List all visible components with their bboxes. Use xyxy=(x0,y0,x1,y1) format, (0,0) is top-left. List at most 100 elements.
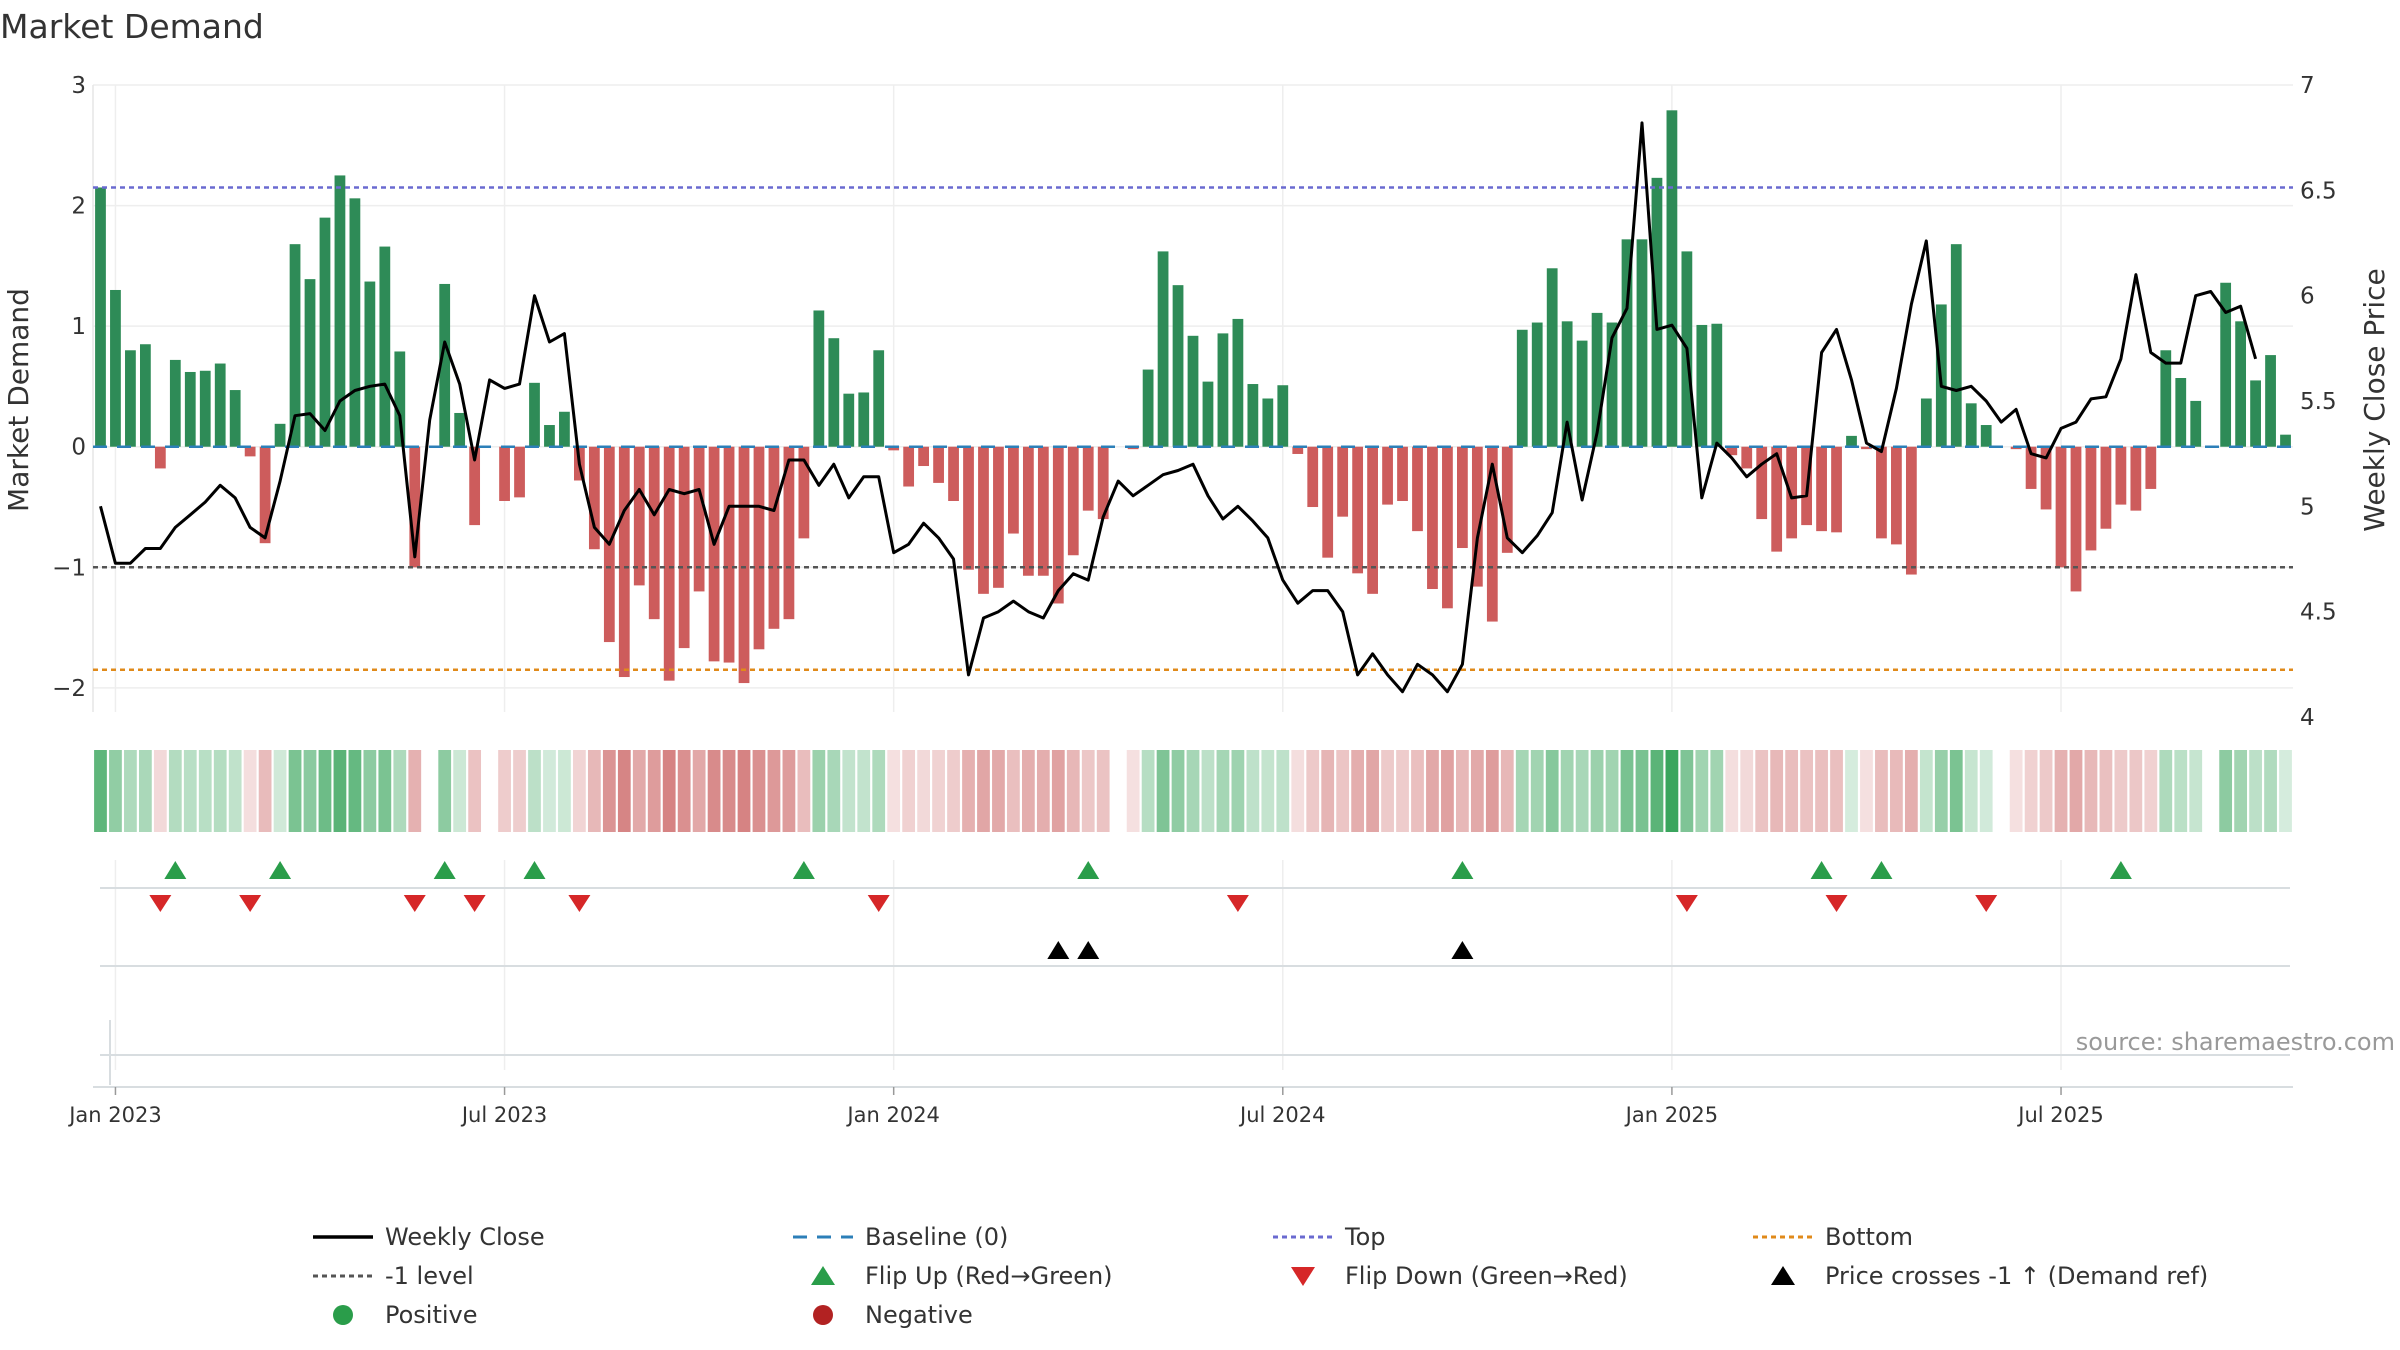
strip-cell xyxy=(1411,750,1424,832)
demand-bar xyxy=(1262,398,1274,447)
flip-down-marker xyxy=(463,895,486,912)
strip-cell xyxy=(1815,750,1828,832)
demand-bar xyxy=(2190,400,2202,447)
demand-bar xyxy=(2250,380,2261,447)
demand-bar xyxy=(214,363,226,447)
demand-bar xyxy=(229,390,241,447)
demand-bar xyxy=(1546,268,1558,447)
strip-cell xyxy=(1650,750,1664,832)
strip-cell xyxy=(692,750,706,832)
strip-cell xyxy=(2084,750,2098,832)
strip-cell xyxy=(902,750,916,832)
strip-cell xyxy=(2024,750,2038,832)
flip-down-marker xyxy=(403,895,426,912)
demand-bar xyxy=(708,446,720,662)
strip-cell xyxy=(1964,750,1978,832)
strip-cell xyxy=(2264,750,2277,832)
strip-cell xyxy=(1201,750,1215,832)
demand-bar xyxy=(858,392,870,447)
strip-cell xyxy=(707,750,721,832)
demand-bar xyxy=(1816,446,1827,532)
strip-cell xyxy=(1890,750,1903,832)
demand-bar xyxy=(1382,446,1393,505)
strip-cell xyxy=(348,750,362,832)
demand-bar xyxy=(1367,446,1378,594)
strip-cell xyxy=(1725,750,1739,832)
demand-bar xyxy=(319,217,331,447)
strip-cell xyxy=(1441,750,1454,832)
legend-swatch xyxy=(811,1266,835,1285)
strip-cell xyxy=(1515,750,1529,832)
strip-cell xyxy=(243,750,257,832)
demand-bar xyxy=(1666,110,1678,447)
strip-cell xyxy=(558,750,571,832)
strip-cell xyxy=(1456,750,1469,832)
demand-bar xyxy=(2025,446,2037,489)
y-tick-label: 1 xyxy=(71,314,86,340)
demand-bar xyxy=(1097,446,1109,520)
strip-cell xyxy=(1261,750,1275,832)
demand-bar xyxy=(1037,446,1049,576)
strip-cell xyxy=(1156,750,1170,832)
strip-cell xyxy=(647,750,661,832)
strip-cell xyxy=(94,750,107,832)
strip-cell xyxy=(872,750,886,832)
y2-ticks: 7 6.5 6 5.5 5 4.5 4 xyxy=(2300,73,2337,731)
strip-cell xyxy=(1949,750,1963,832)
demand-bar xyxy=(1621,239,1633,447)
grid xyxy=(92,84,2293,1088)
strip-cell xyxy=(2249,750,2262,832)
demand-bar xyxy=(1905,446,1917,575)
y-ticks: 3 2 1 0 −1 −2 xyxy=(52,73,86,702)
price-cross-marker xyxy=(1077,941,1100,959)
flip-down-marker xyxy=(1825,895,1848,912)
demand-bar xyxy=(2100,446,2112,529)
strip-cell xyxy=(1141,750,1155,832)
strip-cell xyxy=(1695,750,1709,832)
x-tick-label: Jan 2023 xyxy=(67,1103,162,1127)
demand-bar xyxy=(1876,446,1887,539)
strip-cell xyxy=(288,750,302,832)
strip-cell xyxy=(617,750,631,832)
strip-cell xyxy=(1276,750,1290,832)
y-tick-label: 0 xyxy=(71,435,86,461)
demand-bar xyxy=(2085,446,2097,551)
demand-bar xyxy=(2130,446,2142,511)
demand-bar xyxy=(1352,446,1364,574)
strip-cell xyxy=(573,750,586,832)
strip-cell xyxy=(124,750,137,832)
strip-cell xyxy=(932,750,945,832)
strip-cell xyxy=(812,750,826,832)
legend: Weekly Close Baseline (0) Top Bottom -1 leve… xyxy=(313,1223,2208,1329)
legend-label: Bottom xyxy=(1825,1223,1913,1251)
strip-cell xyxy=(1096,750,1110,832)
strip-cell xyxy=(587,750,601,832)
demand-bar xyxy=(663,446,675,681)
demand-bar xyxy=(843,393,855,447)
strip-cell xyxy=(1845,750,1858,832)
strip-cell xyxy=(513,750,526,832)
flip-up-marker xyxy=(164,861,187,879)
strip-cell xyxy=(1620,750,1634,832)
demand-bar xyxy=(1920,398,1932,447)
y2-tick-label: 5 xyxy=(2300,494,2315,520)
legend-label: Weekly Close xyxy=(385,1223,545,1251)
strip-cell xyxy=(1934,750,1948,832)
strip-cell xyxy=(2039,750,2053,832)
demand-bar xyxy=(2115,446,2127,505)
demand-bar xyxy=(588,446,600,550)
demand-bar xyxy=(544,425,555,447)
demand-bar xyxy=(828,338,840,447)
strip-cell xyxy=(962,750,975,832)
demand-bar xyxy=(1008,446,1019,534)
y2-axis-label: Weekly Close Price xyxy=(2358,268,2391,531)
demand-bar xyxy=(2280,434,2291,447)
strip-cell xyxy=(752,750,766,832)
demand-bar xyxy=(1427,446,1438,590)
y2-tick-label: 6 xyxy=(2300,284,2315,310)
markers xyxy=(149,861,2132,959)
strip-cell xyxy=(797,750,811,832)
flip-down-marker xyxy=(149,895,172,912)
strip-cell xyxy=(1785,750,1799,832)
strip-cell xyxy=(1680,750,1694,832)
